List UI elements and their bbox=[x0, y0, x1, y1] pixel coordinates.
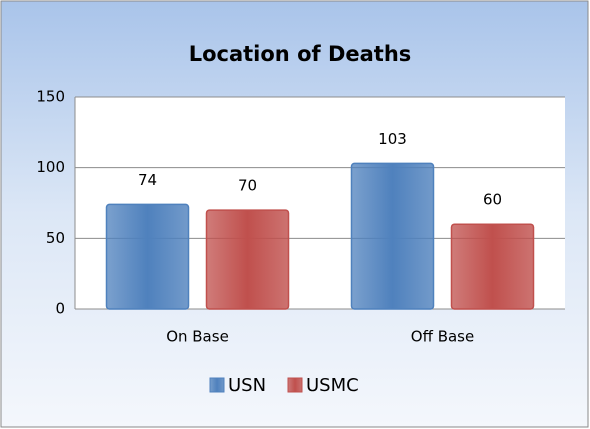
data-label: 103 bbox=[378, 130, 407, 148]
legend-swatch bbox=[209, 377, 225, 393]
legend-label: USMC bbox=[306, 375, 359, 396]
bar bbox=[350, 162, 435, 310]
bar bbox=[450, 223, 535, 310]
y-tick-label: 50 bbox=[46, 229, 65, 247]
data-label: 60 bbox=[483, 191, 502, 209]
chart-title: Location of Deaths bbox=[189, 42, 412, 66]
y-tick-label: 0 bbox=[55, 300, 65, 318]
x-tick-label: Off Base bbox=[411, 328, 474, 346]
x-tick-label: On Base bbox=[166, 328, 229, 346]
y-tick-label: 100 bbox=[36, 158, 65, 176]
legend-label: USN bbox=[228, 375, 266, 396]
y-tick-label: 150 bbox=[36, 88, 65, 106]
bar bbox=[105, 203, 190, 310]
legend-swatch bbox=[287, 377, 303, 393]
data-label: 70 bbox=[238, 177, 257, 195]
bar bbox=[205, 209, 290, 310]
data-label: 74 bbox=[138, 171, 157, 189]
